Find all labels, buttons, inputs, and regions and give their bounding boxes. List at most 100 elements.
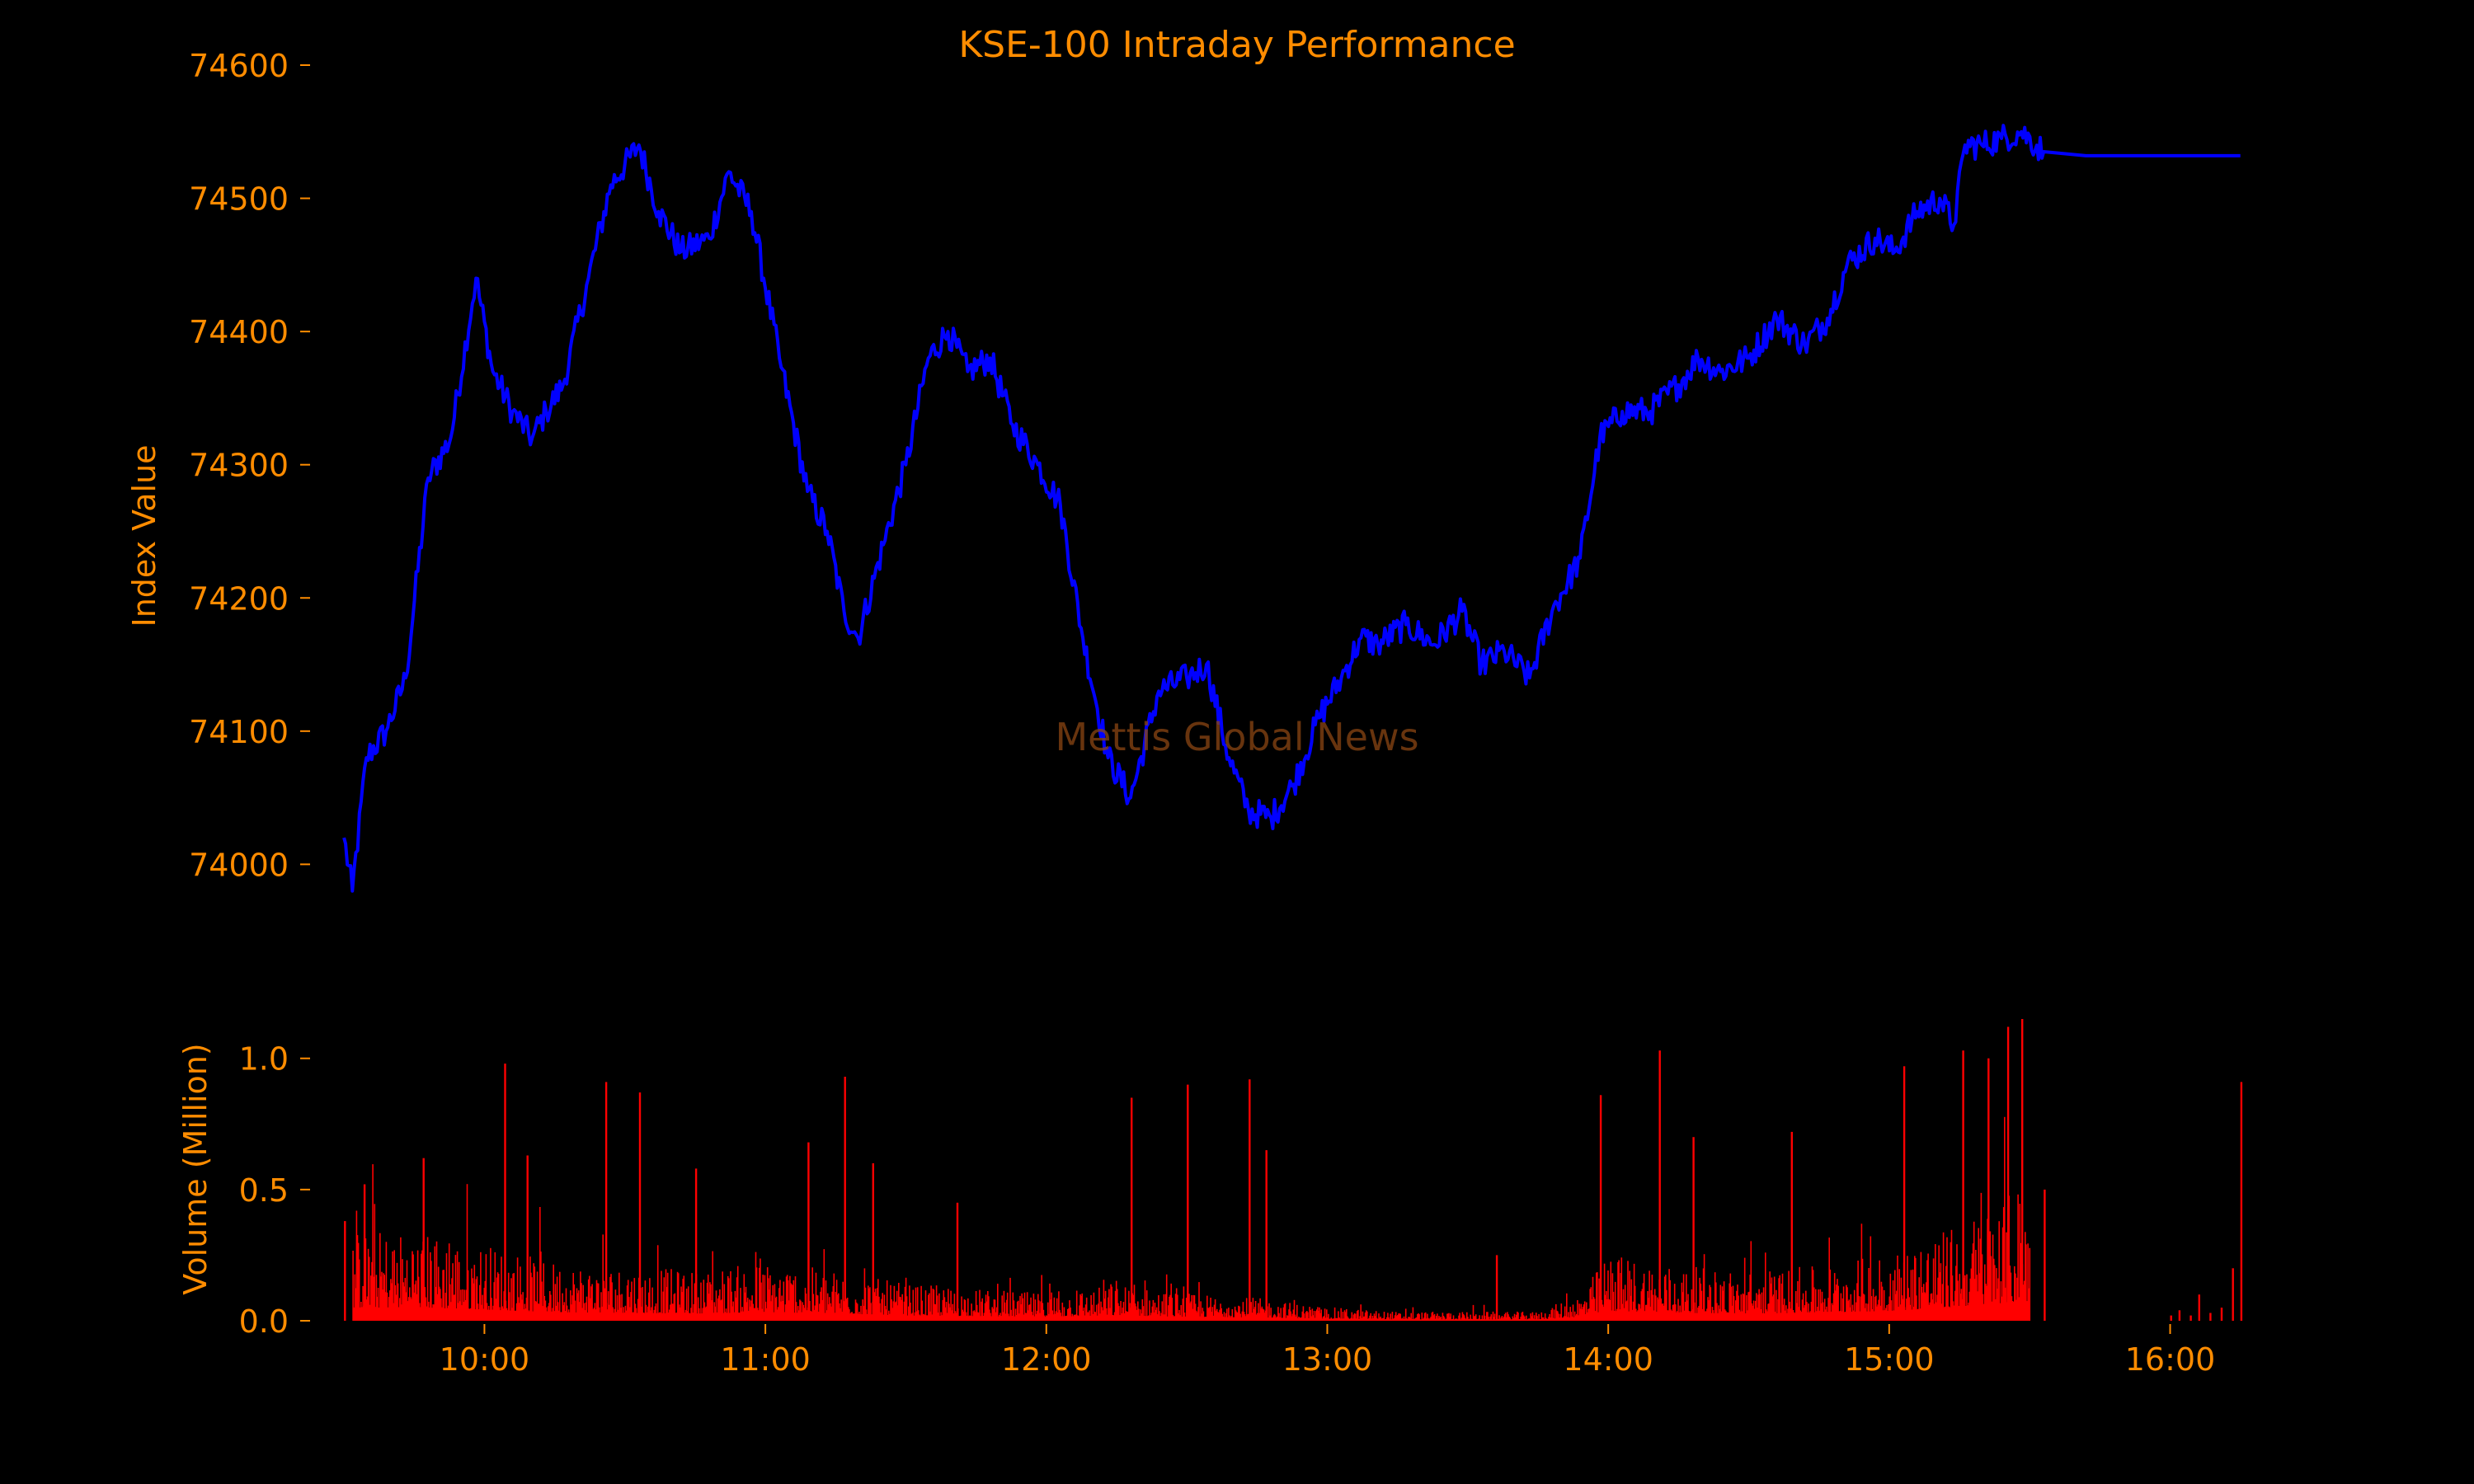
volume-bar (1207, 1308, 1209, 1321)
volume-bar (1939, 1272, 1941, 1321)
volume-bar (1658, 1299, 1659, 1321)
volume-bar (1667, 1310, 1668, 1321)
volume-bar (895, 1301, 897, 1321)
volume-bar (1140, 1309, 1141, 1321)
volume-bar (462, 1289, 463, 1321)
volume-bar (912, 1289, 915, 1321)
volume-bar (1147, 1316, 1149, 1321)
volume-bar (1366, 1311, 1368, 1321)
volume-bar (1959, 1274, 1961, 1321)
volume-bar (1865, 1303, 1867, 1321)
volume-bar (1489, 1316, 1491, 1321)
volume-bar (910, 1313, 912, 1321)
volume-bar (446, 1308, 449, 1321)
volume-bar (715, 1290, 717, 1321)
volume-bar (1811, 1266, 1813, 1321)
volume-bar (1283, 1303, 1286, 1321)
volume-bar (1171, 1298, 1174, 1321)
volume-bar (1768, 1303, 1770, 1321)
volume-bar (502, 1308, 504, 1321)
volume-bar (644, 1280, 647, 1321)
volume-bar (1385, 1319, 1387, 1321)
volume-bar (1159, 1311, 1160, 1321)
volume-bar (454, 1294, 456, 1321)
volume-bar (1524, 1319, 1526, 1321)
volume-bar (1135, 1306, 1137, 1321)
watermark-text: Mettis Global News (1055, 715, 1418, 759)
volume-bar (1145, 1316, 1147, 1321)
volume-bar (910, 1303, 911, 1321)
volume-bar (1058, 1291, 1060, 1321)
volume-bar (465, 1289, 468, 1321)
volume-bar (1683, 1310, 1686, 1321)
volume-bar (911, 1313, 913, 1321)
volume-bar (656, 1313, 658, 1321)
volume-bar (1544, 1313, 1546, 1321)
volume-bar (440, 1289, 441, 1321)
volume-bar (1812, 1270, 1814, 1321)
volume-bar (590, 1298, 591, 1321)
volume-bar (1686, 1300, 1688, 1321)
volume-spike-bar (1658, 1050, 1661, 1321)
volume-bar (1767, 1303, 1769, 1321)
volume-bar (995, 1307, 998, 1321)
volume-bar (1688, 1310, 1690, 1321)
volume-bar (1852, 1310, 1855, 1321)
volume-bar (1150, 1313, 1152, 1321)
volume-bar (1537, 1319, 1539, 1321)
volume-bar (815, 1272, 817, 1321)
volume-bar (1002, 1312, 1004, 1321)
volume-bar (2016, 1277, 2018, 1321)
volume-bar (826, 1293, 829, 1321)
volume-bar (1070, 1307, 1071, 1321)
volume-bar (1856, 1283, 1858, 1321)
volume-bar (1296, 1304, 1298, 1321)
volume-bar (1960, 1289, 1963, 1321)
volume-bar (1540, 1312, 1543, 1321)
volume-bar (841, 1312, 843, 1321)
volume-bar (1057, 1312, 1059, 1321)
volume-bar (887, 1315, 889, 1321)
volume-bar (482, 1308, 484, 1321)
volume-bar (365, 1299, 368, 1321)
volume-bar (1959, 1294, 1962, 1321)
volume-bar (1874, 1296, 1876, 1321)
volume-bar (1412, 1307, 1414, 1321)
volume-bar (1630, 1295, 1632, 1321)
volume-bar (1362, 1311, 1364, 1321)
volume-bar (2015, 1273, 2016, 1321)
volume-spike-bar (844, 1077, 846, 1321)
volume-bar (2014, 1266, 2015, 1321)
volume-bar (1531, 1316, 1533, 1321)
volume-bar (1484, 1315, 1486, 1321)
volume-spike-bar (872, 1163, 874, 1321)
volume-bar (1163, 1294, 1165, 1321)
volume-bar (1859, 1311, 1861, 1321)
volume-bar (1477, 1319, 1479, 1321)
volume-bar (1726, 1312, 1728, 1321)
volume-bar (393, 1303, 394, 1321)
volume-bar (1250, 1302, 1252, 1321)
volume-bar (2000, 1281, 2002, 1321)
volume-bar (722, 1271, 723, 1321)
volume-bar (375, 1275, 378, 1321)
volume-bar (443, 1270, 444, 1321)
volume-bar (855, 1302, 858, 1321)
volume-bar (1700, 1290, 1703, 1321)
volume-bar (1580, 1303, 1583, 1321)
volume-bar (1205, 1317, 1207, 1321)
volume-bar (1112, 1315, 1115, 1321)
volume-bar (1310, 1316, 1312, 1321)
price-y-tick-label: 74100 (189, 714, 289, 750)
volume-bar (468, 1308, 470, 1321)
volume-bar (1476, 1318, 1478, 1321)
volume-bar (940, 1312, 942, 1321)
volume-bar (1591, 1299, 1593, 1321)
volume-bar (1141, 1299, 1144, 1321)
volume-bar (1456, 1318, 1457, 1321)
volume-bar (694, 1283, 696, 1321)
volume-bar (1498, 1315, 1500, 1321)
volume-bar (430, 1261, 432, 1321)
volume-bar (1413, 1319, 1415, 1321)
volume-bar (1244, 1314, 1246, 1321)
